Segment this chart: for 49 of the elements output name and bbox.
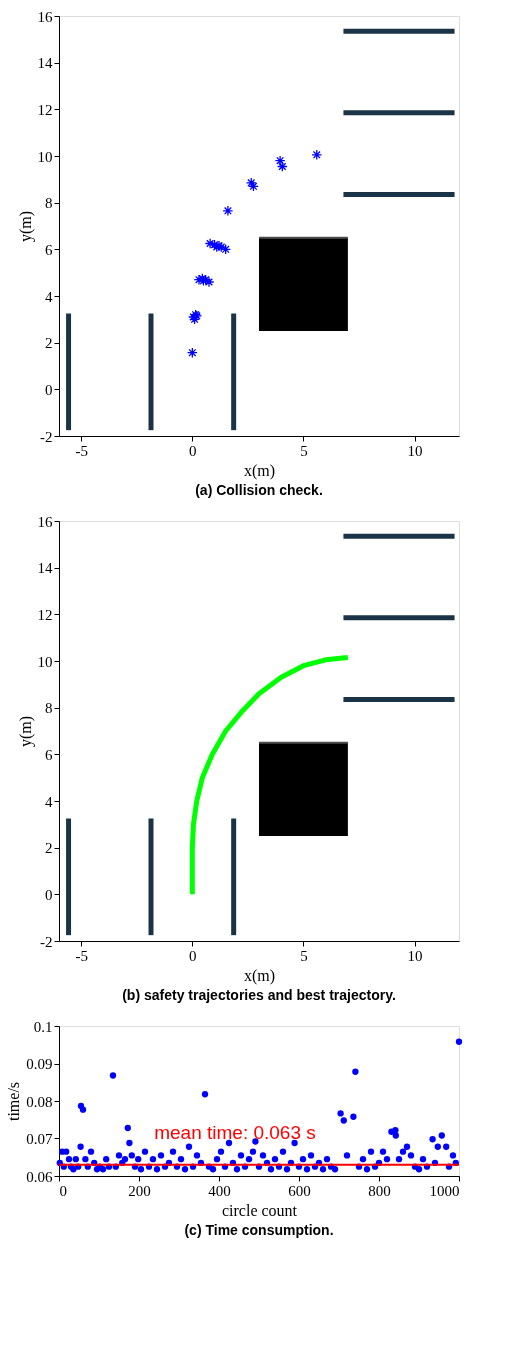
- x-tick-label: -5: [75, 947, 88, 964]
- x-tick-label: 400: [208, 1182, 231, 1199]
- y-tick-label: 0.06: [26, 1168, 53, 1185]
- y-tick-label: 12: [37, 101, 53, 118]
- x-axis-title: x(m): [243, 966, 276, 985]
- x-tick-label: 1000: [429, 1182, 460, 1199]
- y-tick-label: 0: [45, 886, 53, 903]
- text: (c) Time consumption.: [184, 1222, 334, 1238]
- y-tick-label: 0.09: [26, 1056, 53, 1072]
- y-tick-label: 0.07: [26, 1131, 53, 1147]
- y-tick-label: 2: [45, 840, 53, 857]
- x-axis-title: circle count: [221, 1201, 298, 1219]
- y-tick-label: 10: [37, 148, 53, 165]
- y-axis-title: y(m): [16, 210, 35, 243]
- y-tick-label: 6: [45, 746, 53, 763]
- x-tick-label: 10: [407, 947, 423, 964]
- y-tick-label: 4: [45, 288, 53, 305]
- x-tick-label: 200: [128, 1182, 151, 1199]
- y-axis-title: time/s: [5, 1081, 23, 1122]
- y-tick-label: 0.1: [33, 1018, 53, 1035]
- text: (a) Collision check.: [195, 482, 323, 498]
- y-tick-label: 14: [37, 560, 53, 577]
- y-tick-label: 12: [37, 606, 53, 623]
- y-tick-label: 2: [45, 335, 53, 352]
- y-tick-label: 4: [45, 793, 53, 810]
- x-tick-label: 5: [300, 947, 308, 964]
- y-tick-label: 16: [37, 8, 53, 25]
- x-tick-label: 800: [368, 1182, 391, 1199]
- y-tick-label: 8: [45, 700, 53, 717]
- y-tick-label: 16: [37, 513, 53, 530]
- y-tick-label: 8: [45, 195, 53, 212]
- ref-line-label: mean time: 0.063 s: [154, 1121, 316, 1143]
- x-tick-label: 600: [288, 1182, 311, 1199]
- y-tick-label: -2: [40, 428, 53, 445]
- y-tick-label: 6: [45, 241, 53, 258]
- x-tick-label: 0: [59, 1182, 67, 1199]
- y-tick-label: -2: [40, 933, 53, 950]
- y-tick-label: 0: [45, 381, 53, 398]
- x-tick-label: -5: [75, 442, 88, 459]
- y-axis-title: y(m): [16, 715, 35, 748]
- y-tick-label: 10: [37, 653, 53, 670]
- y-tick-label: 14: [37, 55, 53, 72]
- text: (b) safety trajectories and best trajectory.: [122, 987, 396, 1003]
- x-tick-label: 5: [300, 442, 308, 459]
- y-tick-label: 0.08: [26, 1093, 53, 1110]
- x-tick-label: 0: [189, 442, 197, 459]
- x-tick-label: 10: [407, 442, 423, 459]
- x-axis-title: x(m): [243, 461, 276, 480]
- x-tick-label: 0: [189, 947, 197, 964]
